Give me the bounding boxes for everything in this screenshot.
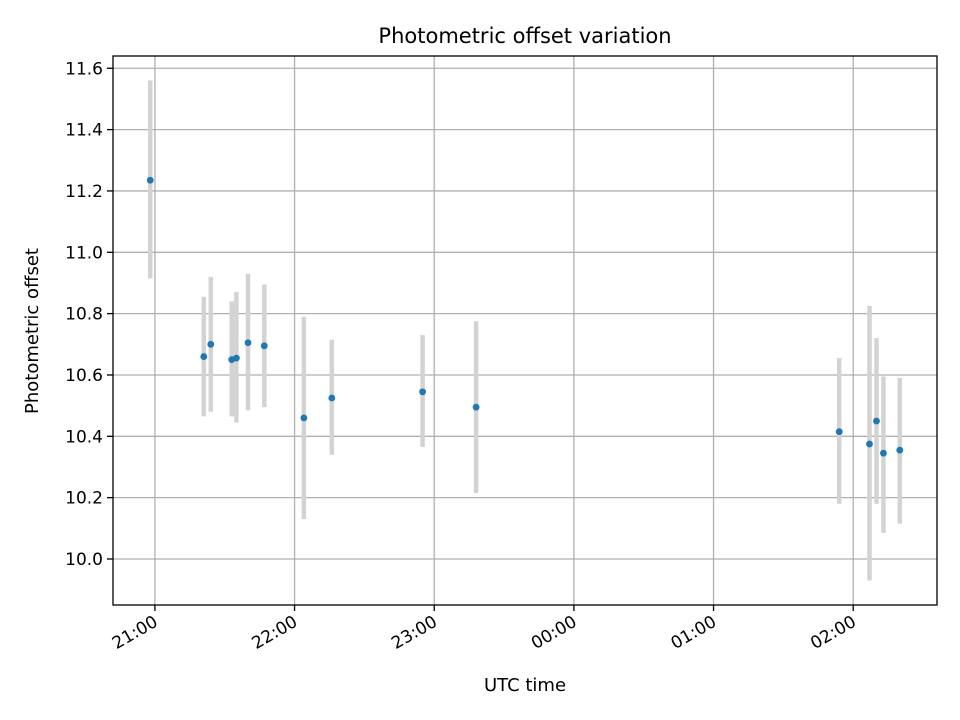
plot-frame [112,55,938,606]
y-axis-title: Photometric offset [22,248,43,414]
x-tick-label: 00:00 [528,612,580,654]
data-point [873,417,880,425]
y-tick-label: 11.2 [65,182,103,202]
grid-lines [113,56,937,605]
x-axis-title: UTC time [484,675,566,696]
y-tick-label: 10.0 [65,550,103,570]
y-tick-label: 10.4 [65,427,103,447]
axis-ticks: 10.0 10.2 10.4 10.6 10.8 11.0 11.2 11.4 11.6 21:0… [65,59,860,654]
data-point [207,340,215,348]
error-bars [147,80,903,581]
y-tick-label: 11.0 [65,243,103,263]
data-point [328,394,336,402]
y-tick-label: 11.6 [65,59,103,79]
x-tick-label: 02:00 [807,612,859,654]
data-point [200,353,208,360]
data-points [146,176,904,457]
data-point [880,449,887,457]
data-point [866,440,873,448]
data-point [835,428,843,436]
x-tick-label: 22:00 [249,612,301,654]
data-point [300,414,308,422]
y-tick-label: 10.8 [65,305,103,325]
y-tick-label: 11.4 [65,121,103,141]
data-point [244,339,252,347]
y-tick-label: 10.6 [65,366,103,386]
data-point [232,354,240,362]
data-point [419,388,426,396]
chart-title: Photometric offset variation [378,24,671,48]
y-tick-label: 10.2 [65,489,103,509]
x-tick-label: 21:00 [109,612,161,654]
x-tick-label: 23:00 [388,612,440,654]
data-point [896,446,904,454]
data-point [146,176,154,184]
data-point [472,403,480,411]
x-tick-label: 01:00 [668,612,720,654]
data-point [260,342,268,350]
